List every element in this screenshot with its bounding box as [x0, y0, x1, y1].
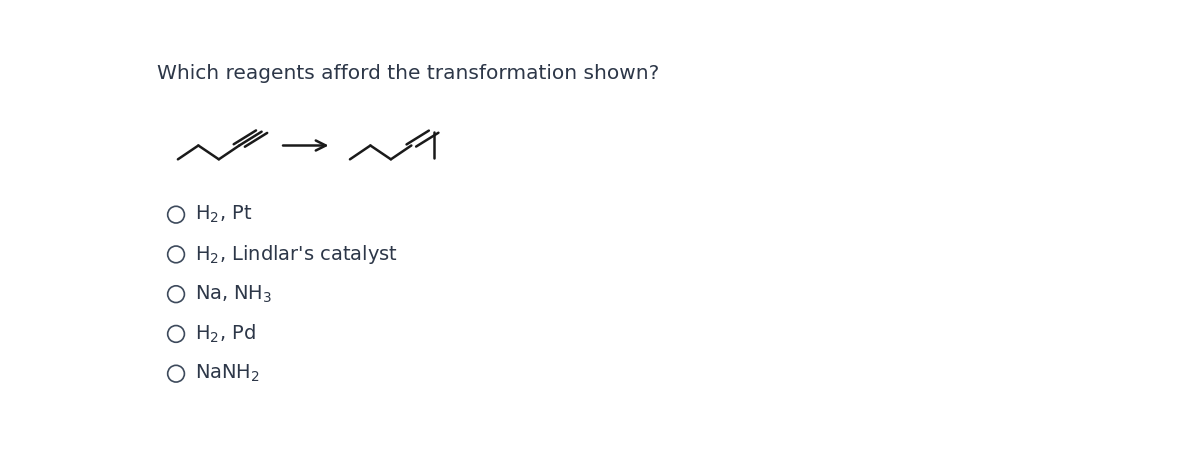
Text: H$_2$, Pd: H$_2$, Pd — [194, 323, 256, 345]
Text: NaNH$_2$: NaNH$_2$ — [194, 363, 259, 384]
Text: H$_2$, Lindlar's catalyst: H$_2$, Lindlar's catalyst — [194, 243, 397, 266]
Text: H$_2$, Pt: H$_2$, Pt — [194, 204, 252, 225]
Text: Which reagents afford the transformation shown?: Which reagents afford the transformation… — [157, 64, 660, 83]
Text: Na, NH$_3$: Na, NH$_3$ — [194, 283, 272, 305]
